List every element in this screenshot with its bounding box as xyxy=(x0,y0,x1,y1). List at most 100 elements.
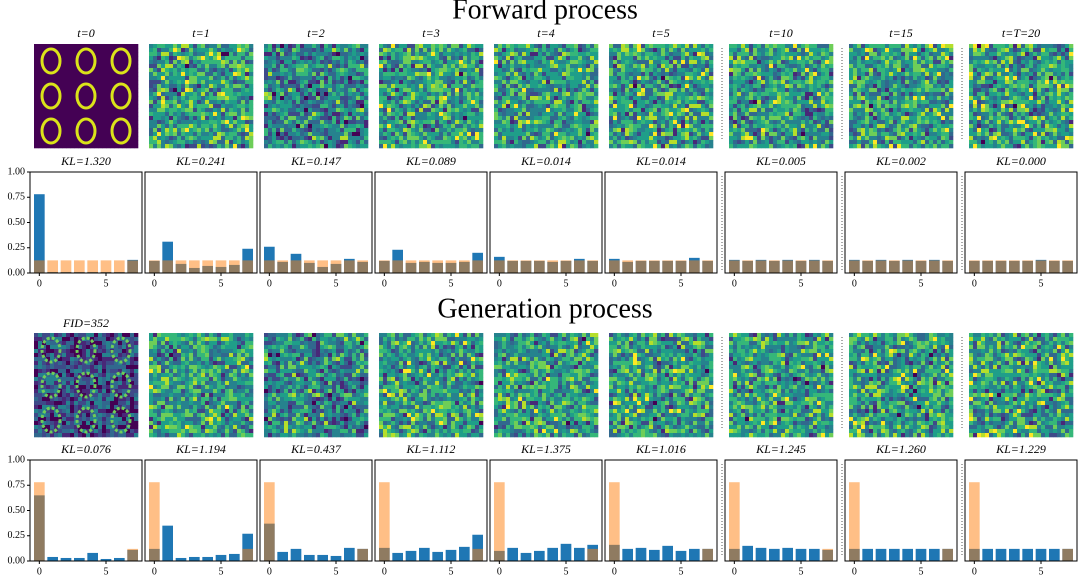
pixel xyxy=(578,44,583,49)
pixel xyxy=(411,44,416,49)
pixel xyxy=(467,88,472,93)
pixel xyxy=(613,128,618,133)
pixel xyxy=(538,140,543,145)
pixel xyxy=(272,80,277,85)
pixel xyxy=(50,80,55,85)
pixel xyxy=(423,116,428,121)
pixel xyxy=(881,60,886,65)
pixel xyxy=(209,80,214,85)
pixel xyxy=(233,48,238,53)
pixel xyxy=(233,56,238,61)
pixel xyxy=(340,56,345,61)
pixel xyxy=(221,96,226,101)
pixel xyxy=(272,72,277,77)
pixel xyxy=(233,88,238,93)
pixel xyxy=(288,64,293,69)
pixel xyxy=(753,80,758,85)
separators xyxy=(721,48,963,557)
pixel xyxy=(613,140,618,145)
pixel xyxy=(134,44,139,49)
pixel xyxy=(633,144,638,149)
pixel xyxy=(805,140,810,145)
pixel xyxy=(677,84,682,89)
pixel xyxy=(387,76,392,81)
pixel xyxy=(173,100,178,105)
pixel xyxy=(165,92,170,97)
pixel xyxy=(455,64,460,69)
pixel xyxy=(582,100,587,105)
pixel xyxy=(34,120,39,125)
pixel xyxy=(578,140,583,145)
pixel xyxy=(649,76,654,81)
pixel xyxy=(439,92,444,97)
pixel xyxy=(50,124,55,129)
pixel xyxy=(793,144,798,149)
pixel xyxy=(193,44,198,49)
pixel xyxy=(344,132,349,137)
pixel xyxy=(356,88,361,93)
pixel xyxy=(443,68,448,73)
pixel xyxy=(221,60,226,65)
pixel xyxy=(415,44,420,49)
pixel xyxy=(566,100,571,105)
pixel xyxy=(494,84,499,89)
pixel xyxy=(241,72,246,77)
pixel xyxy=(645,136,650,141)
pixel xyxy=(785,120,790,125)
pixel xyxy=(58,136,63,141)
pixel xyxy=(657,72,662,77)
pixel xyxy=(498,96,503,101)
pixel xyxy=(765,132,770,137)
pixel xyxy=(122,64,127,69)
pixel xyxy=(280,108,285,113)
pixel xyxy=(530,124,535,129)
pixel xyxy=(106,84,111,89)
pixel xyxy=(149,144,154,149)
pixel xyxy=(193,104,198,109)
pixel xyxy=(122,124,127,129)
pixel xyxy=(475,92,480,97)
pixel xyxy=(153,60,158,65)
pixel xyxy=(498,128,503,133)
pixel xyxy=(781,48,786,53)
pixel xyxy=(590,84,595,89)
pixel xyxy=(494,92,499,97)
pixel xyxy=(897,52,902,57)
pixel xyxy=(403,140,408,145)
pixel xyxy=(221,88,226,93)
pixel xyxy=(387,140,392,145)
pixel xyxy=(229,52,234,57)
pixel xyxy=(566,72,571,77)
pixel xyxy=(865,72,870,77)
pixel xyxy=(447,88,452,93)
pixel xyxy=(498,56,503,61)
pixel xyxy=(594,68,599,73)
pixel xyxy=(510,128,515,133)
pixel xyxy=(62,112,67,117)
pixel xyxy=(320,128,325,133)
pixel xyxy=(534,136,539,141)
pixel xyxy=(689,124,694,129)
pixel xyxy=(709,52,714,57)
pixel xyxy=(645,140,650,145)
pixel xyxy=(272,96,277,101)
pixel xyxy=(781,52,786,57)
pixel xyxy=(701,52,706,57)
pixel xyxy=(693,68,698,73)
pixel xyxy=(114,144,119,149)
pixel xyxy=(431,120,436,125)
pixel xyxy=(356,120,361,125)
pixel xyxy=(427,112,432,117)
pixel xyxy=(582,132,587,137)
pixel xyxy=(463,112,468,117)
pixel xyxy=(237,52,242,57)
pixel xyxy=(157,116,162,121)
pixel xyxy=(554,112,559,117)
pixel xyxy=(189,52,194,57)
pixel xyxy=(673,120,678,125)
pixel xyxy=(645,116,650,121)
pixel xyxy=(169,144,174,149)
pixel xyxy=(459,100,464,105)
pixel xyxy=(949,64,954,69)
pixel xyxy=(506,80,511,85)
